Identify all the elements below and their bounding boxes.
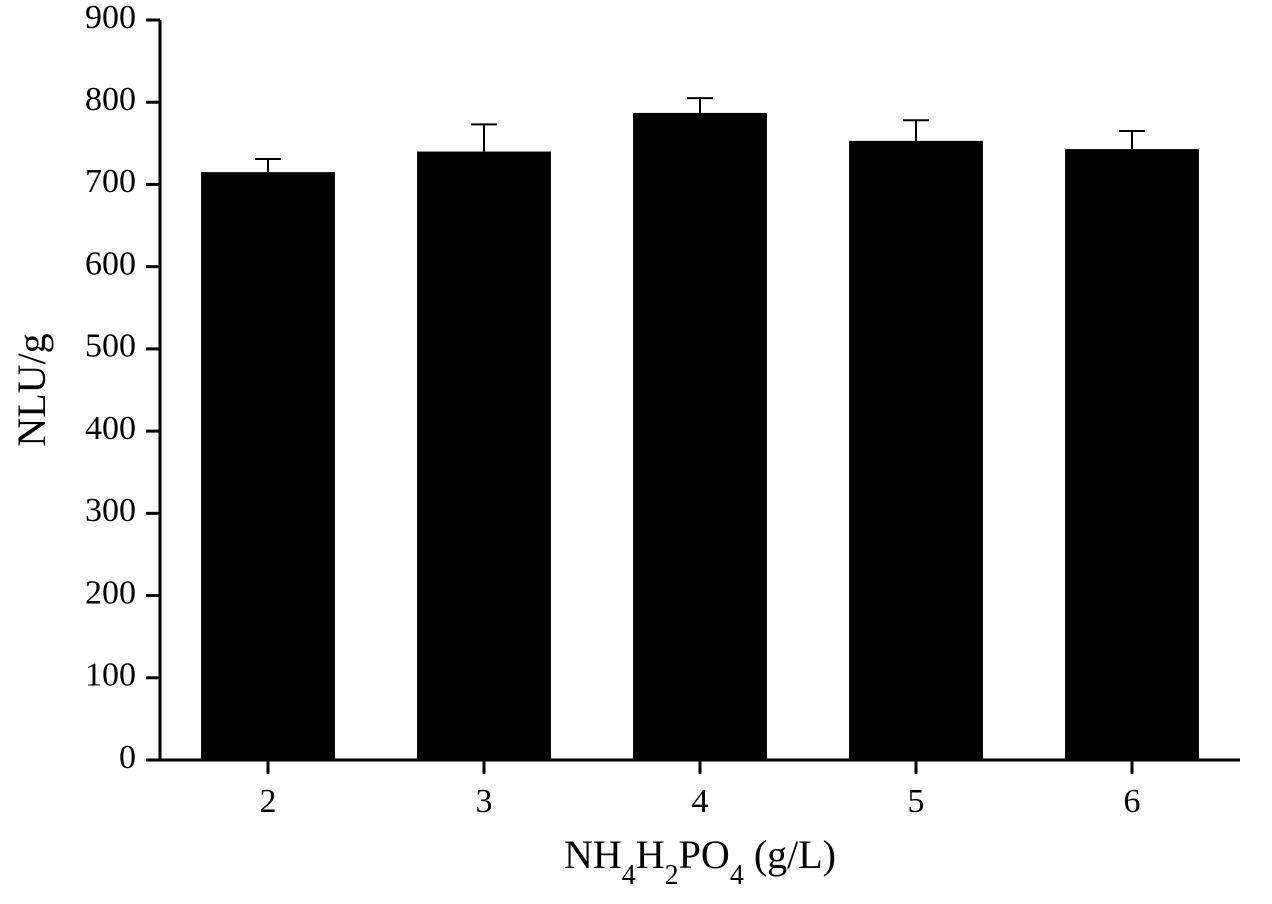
bar [201,172,335,760]
chart-svg: 0100200300400500600700800900NLU/g23456NH… [0,0,1272,904]
bar [417,152,551,760]
y-tick-label: 100 [85,657,136,694]
y-tick-label: 800 [85,81,136,118]
bar [849,141,983,760]
bar [1065,149,1199,760]
x-tick-label: 4 [692,783,709,820]
y-tick-label: 500 [85,328,136,365]
y-tick-label: 700 [85,163,136,200]
x-tick-label: 3 [476,783,493,820]
y-tick-label: 400 [85,410,136,447]
x-tick-label: 6 [1124,783,1141,820]
y-tick-label: 600 [85,245,136,282]
x-tick-label: 5 [908,783,925,820]
bar-chart: 0100200300400500600700800900NLU/g23456NH… [0,0,1272,904]
y-tick-label: 300 [85,492,136,529]
y-tick-label: 200 [85,574,136,611]
x-tick-label: 2 [260,783,277,820]
y-axis-label: NLU/g [9,333,54,446]
y-tick-label: 0 [119,739,136,776]
bar [633,113,767,760]
y-tick-label: 900 [85,0,136,36]
